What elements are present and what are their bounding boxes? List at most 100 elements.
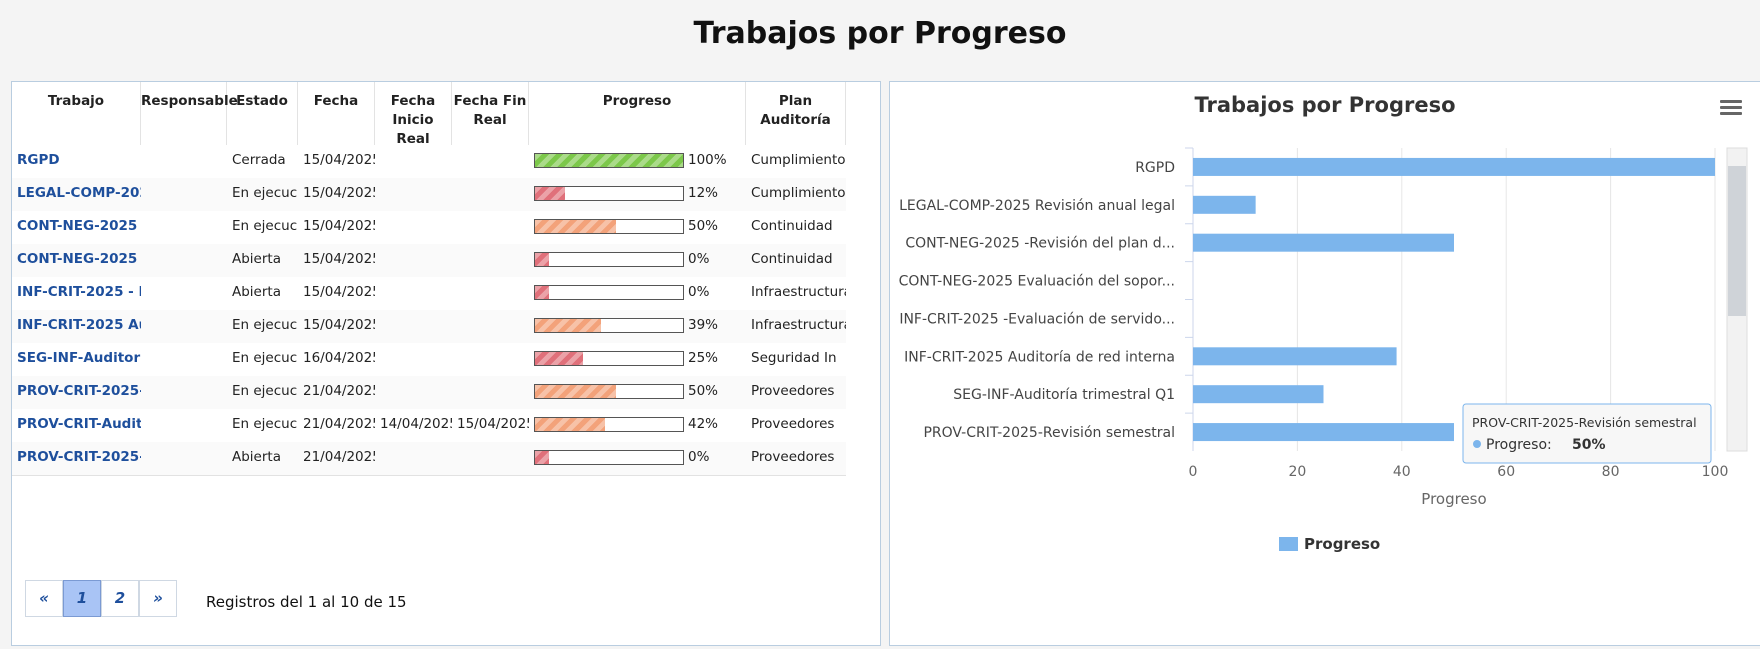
x-tick-label: 40 xyxy=(1393,464,1411,480)
job-link[interactable]: RGPD xyxy=(17,152,60,168)
table-cell: 15/04/2025 xyxy=(303,251,375,267)
job-link[interactable]: INF-CRIT-2025 Au xyxy=(17,317,141,333)
bar xyxy=(1193,385,1324,404)
job-link[interactable]: PROV-CRIT-2025- xyxy=(17,383,141,399)
progress-bar xyxy=(535,385,616,398)
table-cell: 15/04/2025 xyxy=(303,284,375,300)
column-header: Progreso xyxy=(529,82,746,145)
progress-bar xyxy=(535,418,606,431)
table-cell: 14/04/2025 xyxy=(380,416,452,432)
table-cell: En ejecución xyxy=(232,383,298,399)
table-cell: Cumplimiento xyxy=(751,152,846,168)
progress-track xyxy=(534,186,684,201)
page-button[interactable]: 1 xyxy=(63,580,101,617)
chart-title: Trabajos por Progreso xyxy=(1194,93,1455,117)
records-summary: Registros del 1 al 10 de 15 xyxy=(206,593,407,611)
table-cell: 21/04/2025 xyxy=(303,449,375,465)
progress-bar xyxy=(535,319,602,332)
progress-bar xyxy=(535,253,549,266)
progress-label: 42% xyxy=(688,416,719,432)
y-tick-label: RGPD xyxy=(1135,160,1175,176)
chart-panel: Trabajos por Progreso 0 20 40 60 80 100 Progres… xyxy=(889,81,1760,646)
menu-icon-line xyxy=(1720,100,1742,103)
progress-label: 25% xyxy=(688,350,719,366)
job-link[interactable]: PROV-CRIT-Audit xyxy=(17,416,141,432)
table-cell: Proveedores xyxy=(751,416,835,432)
tooltip-label: Progreso: xyxy=(1486,437,1552,453)
menu-icon-line xyxy=(1720,112,1742,115)
x-tick-label: 100 xyxy=(1702,464,1729,480)
progress-track xyxy=(534,318,684,333)
page-button[interactable]: « xyxy=(25,580,63,617)
y-tick-label: CONT-NEG-2025 -Revisión del plan d... xyxy=(905,236,1175,252)
y-tick-label: LEGAL-COMP-2025 Revisión anual legal xyxy=(899,198,1175,214)
column-header: Fecha Fin Real xyxy=(452,82,529,145)
job-link[interactable]: CONT-NEG-2025 E xyxy=(17,251,141,267)
legend-label[interactable]: Progreso xyxy=(1304,535,1380,553)
page-button[interactable]: » xyxy=(139,580,177,617)
table-row xyxy=(12,442,846,476)
column-header: Fecha xyxy=(298,82,375,145)
table-cell: En ejecución xyxy=(232,350,298,366)
legend-swatch[interactable] xyxy=(1279,537,1298,551)
bar xyxy=(1193,347,1397,366)
page-title: Trabajos por Progreso xyxy=(693,16,1067,51)
progress-label: 0% xyxy=(688,251,710,267)
y-tick-label: INF-CRIT-2025 -Evaluación de servido... xyxy=(899,311,1175,327)
job-link[interactable]: LEGAL-COMP-202 xyxy=(17,185,141,201)
table-cell: Abierta xyxy=(232,251,281,267)
table-cell: Cumplimiento xyxy=(751,185,846,201)
table-cell: Continuidad xyxy=(751,218,833,234)
x-tick-label: 20 xyxy=(1288,464,1306,480)
y-tick-label: INF-CRIT-2025 Auditoría de red interna xyxy=(904,349,1175,365)
table-cell: En ejecución xyxy=(232,218,298,234)
x-tick-label: 80 xyxy=(1602,464,1620,480)
progress-track xyxy=(534,450,684,465)
column-header: Trabajo xyxy=(12,82,141,145)
column-header: Estado xyxy=(227,82,298,145)
progress-label: 50% xyxy=(688,383,719,399)
progress-label: 39% xyxy=(688,317,719,333)
table-cell: 21/04/2025 xyxy=(303,383,375,399)
page-button[interactable]: 2 xyxy=(101,580,139,617)
table-cell: En ejecución xyxy=(232,317,298,333)
table-cell: Infraestructura xyxy=(751,284,846,300)
y-tick-label: SEG-INF-Auditoría trimestral Q1 xyxy=(953,387,1175,403)
column-header: Responsable xyxy=(141,82,238,145)
table-cell: Abierta xyxy=(232,284,281,300)
progress-bar xyxy=(535,352,583,365)
table-cell: En ejecución xyxy=(232,185,298,201)
table-cell: 15/04/2025 xyxy=(303,185,375,201)
progress-track xyxy=(534,153,684,168)
table-cell: Proveedores xyxy=(751,383,835,399)
table-cell: 15/04/2025 xyxy=(303,152,375,168)
bar xyxy=(1193,233,1454,252)
job-link[interactable]: CONT-NEG-2025 - xyxy=(17,218,141,234)
progress-track xyxy=(534,219,684,234)
scrollbar-thumb[interactable] xyxy=(1728,166,1746,316)
y-tick-label: CONT-NEG-2025 Evaluación del sopor... xyxy=(899,274,1175,290)
table-cell: Seguridad In xyxy=(751,350,837,366)
tooltip-dot xyxy=(1473,440,1481,448)
table-row xyxy=(12,376,846,410)
table-cell: Abierta xyxy=(232,449,281,465)
progress-track xyxy=(534,351,684,366)
bar xyxy=(1193,195,1256,214)
x-tick-label: 0 xyxy=(1189,464,1198,480)
x-tick-label: 60 xyxy=(1497,464,1515,480)
progress-bar xyxy=(535,220,616,233)
table-panel: Trabajo Responsable Estado Fecha Fecha Inici… xyxy=(11,81,881,646)
progress-track xyxy=(534,252,684,267)
table-cell: Proveedores xyxy=(751,449,835,465)
table-cell: 15/04/2025 xyxy=(457,416,529,432)
bar xyxy=(1193,423,1454,442)
table-row xyxy=(12,145,846,179)
job-link[interactable]: INF-CRIT-2025 - E xyxy=(17,284,141,300)
progress-label: 100% xyxy=(688,152,727,168)
job-link[interactable]: PROV-CRIT-2025- xyxy=(17,449,141,465)
chart: Trabajos por Progreso 0 20 40 60 80 100 Progres… xyxy=(899,93,1748,553)
bar xyxy=(1193,157,1715,176)
progress-bar xyxy=(535,154,683,167)
job-link[interactable]: SEG-INF-Auditoría xyxy=(17,350,141,366)
